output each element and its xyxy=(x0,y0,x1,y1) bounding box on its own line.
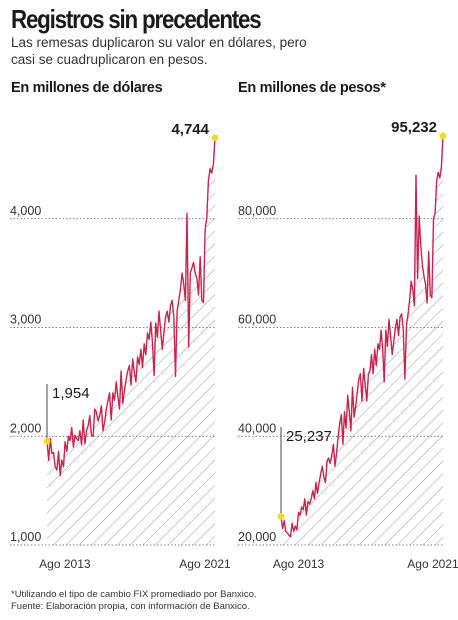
chart-pesos: 20,000 40,000 60,000 80,000 Ago 2013 Ago 2021… xyxy=(238,119,458,571)
annotation-end-value: 4,744 xyxy=(171,121,209,138)
page-title: Registros sin precedentes xyxy=(11,4,262,34)
area-fill xyxy=(281,135,443,545)
series-line xyxy=(280,135,444,538)
footnote-source: Fuente: Elaboración propia, con informac… xyxy=(11,601,250,612)
x-tick-label: Ago 2021 xyxy=(407,557,458,571)
footnote-exchange-rate: *Utilizando el tipo de cambio FIX promed… xyxy=(11,589,257,600)
end-marker xyxy=(211,134,219,142)
y-tick-label: 4,000 xyxy=(10,204,41,218)
y-tick-label: 60,000 xyxy=(238,313,276,327)
x-tick-label: Ago 2013 xyxy=(273,557,325,571)
y-tick-label: 1,000 xyxy=(10,530,41,544)
annotation-start-value: 25,237 xyxy=(286,428,332,445)
annotation-start-value: 1,954 xyxy=(52,385,90,402)
y-tick-label: 40,000 xyxy=(238,421,276,435)
panel-title-pesos: En millones de pesos* xyxy=(238,80,386,96)
start-marker xyxy=(277,513,285,520)
y-tick-label: 20,000 xyxy=(238,530,276,544)
y-tick-label: 2,000 xyxy=(10,421,41,435)
x-tick-label: Ago 2013 xyxy=(39,557,91,571)
series-line xyxy=(46,137,216,477)
area-fill xyxy=(47,137,215,546)
y-tick-label: 3,000 xyxy=(10,313,41,327)
end-marker xyxy=(439,132,447,140)
annotation-end-value: 95,232 xyxy=(391,119,437,136)
chart-dollars: 1,000 2,000 3,000 4,000 Ago 2013 Ago 2021 1,95… xyxy=(10,121,231,571)
start-marker xyxy=(43,437,51,445)
page-subtitle: Las remesas duplicaron su valor en dólar… xyxy=(11,35,307,67)
panel-title-dollars: En millones de dólares xyxy=(11,80,163,96)
y-tick-label: 80,000 xyxy=(238,204,276,218)
x-tick-label: Ago 2021 xyxy=(179,557,231,571)
